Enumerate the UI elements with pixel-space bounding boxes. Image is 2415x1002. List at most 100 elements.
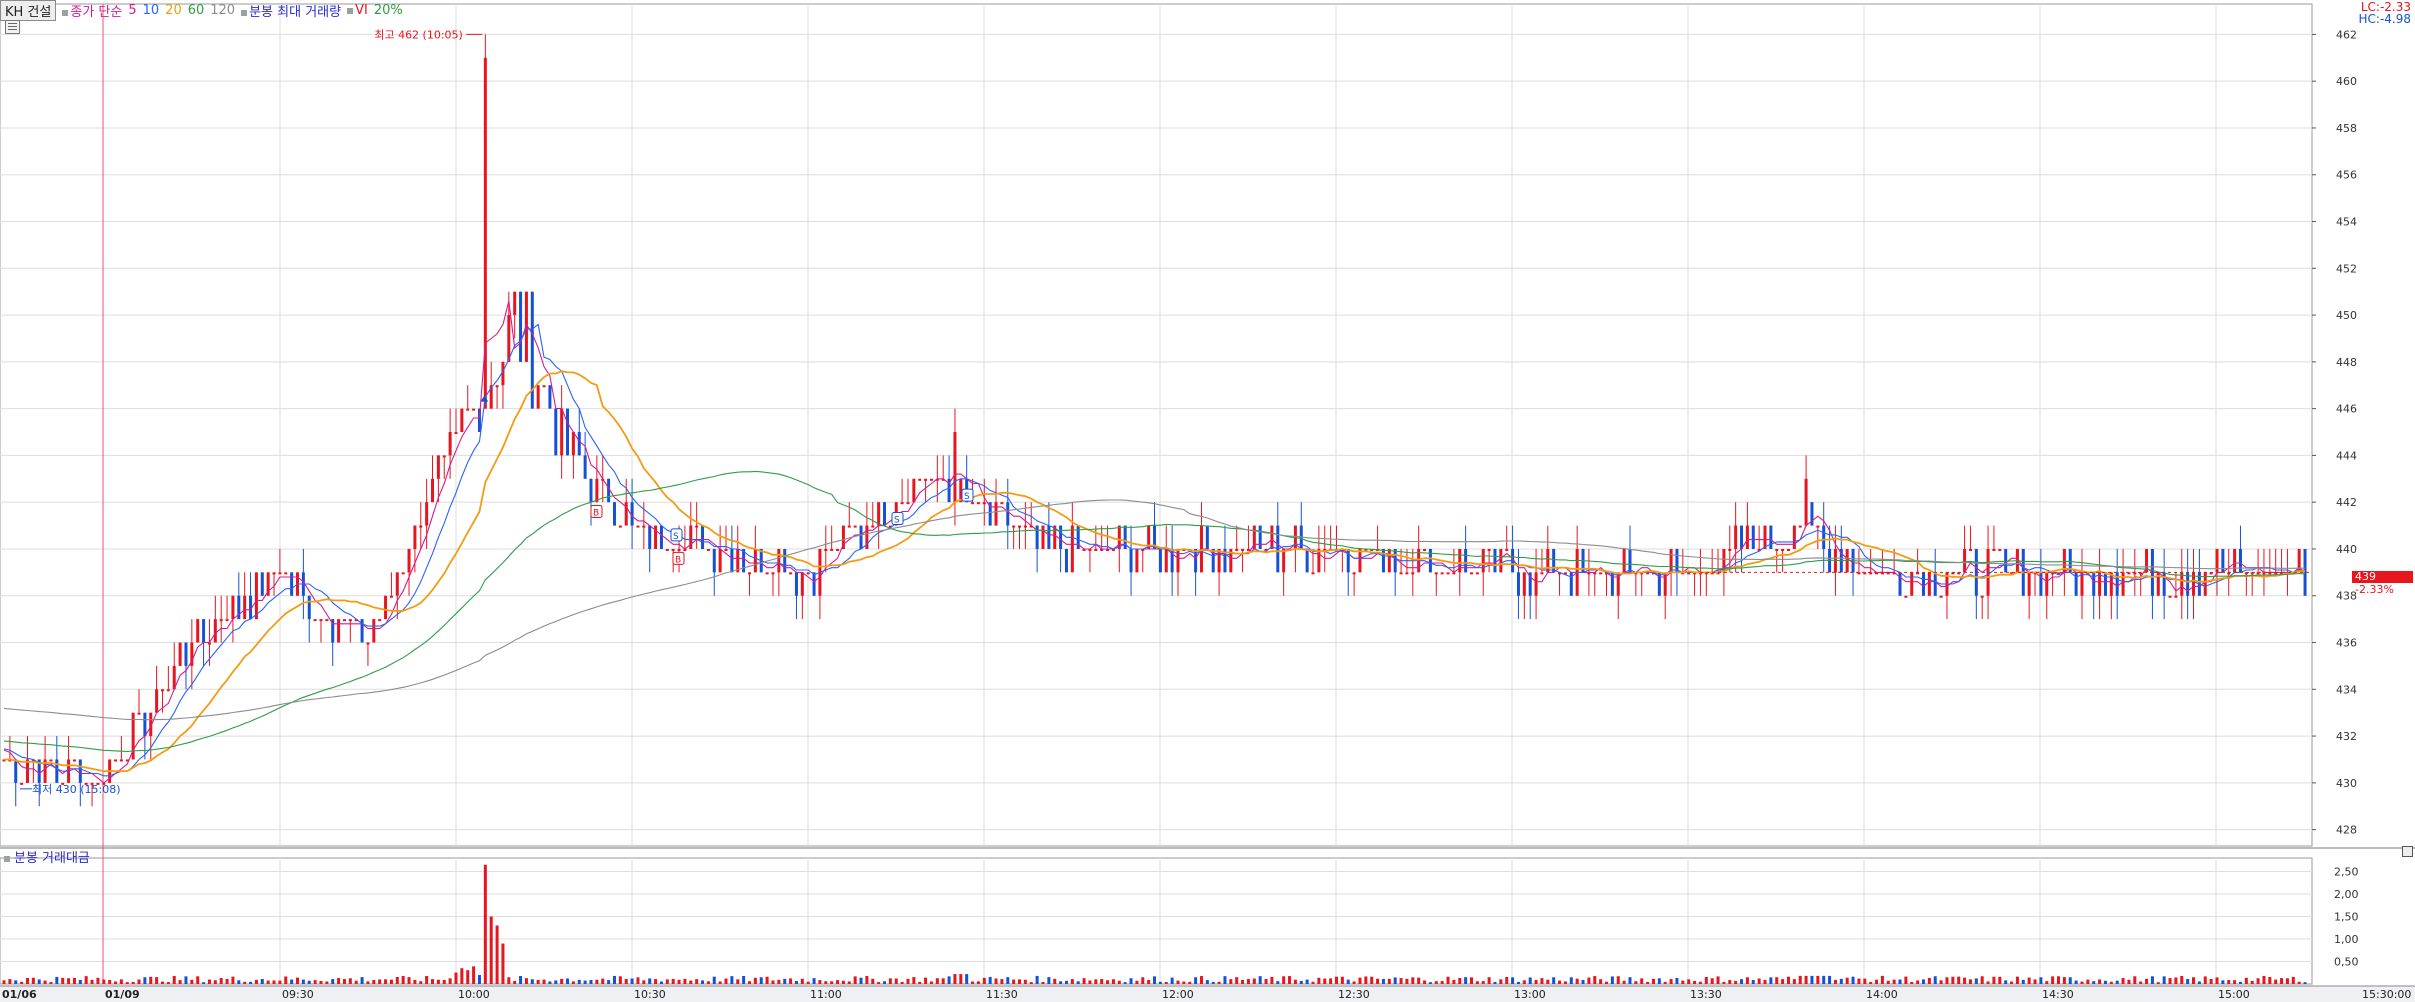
- candle-body: [2162, 572, 2166, 596]
- volume-bar: [1235, 977, 1239, 984]
- volume-bar: [1141, 977, 1145, 984]
- volume-bar: [513, 980, 517, 984]
- chart-menu-button[interactable]: [5, 20, 20, 34]
- candle-body: [225, 619, 229, 622]
- volume-panel-frame: [0, 857, 2313, 985]
- volume-bar: [1581, 980, 1585, 984]
- volume-max-legend[interactable]: 분봉 최대 거래량: [241, 1, 341, 20]
- candle-body: [959, 478, 963, 503]
- candle-body: [513, 291, 517, 316]
- candle-body: [1006, 502, 1010, 526]
- volume-bar: [1751, 980, 1755, 984]
- volume-bar: [296, 977, 299, 984]
- volume-bar: [284, 976, 288, 984]
- candle-body: [477, 408, 481, 433]
- volume-bar: [1334, 976, 1338, 984]
- volume-bar: [971, 981, 975, 984]
- candle-body: [1716, 572, 1720, 575]
- volume-bar: [1317, 977, 1321, 984]
- volume-bar: [20, 981, 24, 984]
- volume-bar: [1587, 977, 1591, 984]
- volume-bar: [1710, 978, 1714, 984]
- candle-body: [237, 595, 241, 620]
- volume-bar: [2115, 980, 2119, 984]
- candle-body: [1599, 572, 1603, 575]
- candle-body: [1781, 548, 1785, 551]
- ma-legend[interactable]: 종가 단순: [62, 1, 122, 20]
- candle-body: [1153, 525, 1157, 549]
- volume-bar: [595, 979, 599, 984]
- volume-bar: [577, 979, 581, 984]
- candle-body: [1892, 572, 1896, 575]
- volume-bar: [1387, 978, 1391, 984]
- volume-bar: [419, 981, 423, 984]
- volume-bar: [636, 977, 640, 984]
- candle-body: [43, 759, 47, 783]
- volume-panel-title[interactable]: 분봉 거래대금: [4, 847, 90, 866]
- volume-bar: [1252, 978, 1256, 984]
- volume-bar: [571, 981, 575, 984]
- volume-bar: [683, 978, 687, 984]
- panel-toggle-button[interactable]: [2402, 846, 2413, 857]
- candle-body: [742, 548, 746, 573]
- volume-bar: [906, 978, 910, 984]
- volume-bar: [2168, 978, 2172, 984]
- candle-body: [906, 502, 910, 505]
- candle-body: [642, 525, 646, 528]
- volume-bar: [2021, 979, 2025, 984]
- volume-bar: [431, 979, 435, 984]
- candle-body: [2192, 572, 2196, 596]
- candle-body: [160, 689, 164, 692]
- candle-body: [1540, 572, 1544, 575]
- volume-bar: [806, 981, 810, 984]
- candle-body: [2238, 548, 2242, 573]
- volume-bar: [1023, 979, 1027, 984]
- candle-body: [114, 759, 118, 762]
- volume-bar: [530, 979, 534, 984]
- candle-body: [1687, 572, 1691, 575]
- x-tick-label: 10:00: [458, 988, 490, 1001]
- volume-bar: [1569, 977, 1573, 984]
- volume-bar: [2238, 981, 2242, 984]
- candle-body: [1546, 548, 1550, 573]
- volume-bar: [2162, 976, 2166, 984]
- volume-bar: [812, 978, 816, 984]
- candle-body: [1434, 572, 1438, 575]
- volume-bar: [1716, 976, 1720, 984]
- candle-body: [1980, 595, 1984, 598]
- candle-body: [1076, 525, 1080, 549]
- ma-label: 종가 단순: [70, 4, 123, 20]
- candle-body: [941, 478, 945, 481]
- volume-bar: [436, 979, 440, 984]
- volume-bar: [489, 916, 493, 984]
- volume-bar: [1939, 980, 1943, 984]
- volume-bar: [196, 976, 200, 984]
- volume-bar: [448, 978, 452, 984]
- candle-body: [554, 408, 558, 456]
- volume-bar: [1822, 975, 1826, 984]
- volume-bar: [1828, 975, 1832, 984]
- candle-body: [1018, 525, 1022, 528]
- candle-body: [49, 759, 53, 762]
- volume-bar: [1464, 977, 1468, 984]
- volume-bar: [1117, 980, 1121, 984]
- candle-body: [325, 619, 329, 622]
- candle-body: [566, 408, 570, 456]
- signal-marker-box: [891, 512, 904, 526]
- volume-bar: [1681, 980, 1685, 984]
- stock-name-box[interactable]: KH 건설: [0, 0, 57, 21]
- candle-body: [871, 525, 875, 528]
- volume-bar: [836, 980, 840, 984]
- candle-body: [783, 548, 787, 573]
- candle-body: [1358, 548, 1362, 573]
- candle-body: [1763, 525, 1767, 549]
- vi-legend[interactable]: VI: [347, 3, 368, 18]
- candle-body: [612, 502, 616, 526]
- candle-body: [1792, 525, 1796, 549]
- candle-body: [2180, 572, 2184, 596]
- candle-body: [1346, 548, 1350, 573]
- candle-body: [918, 478, 922, 481]
- volume-bar: [2045, 981, 2049, 984]
- volume-bar: [290, 979, 294, 984]
